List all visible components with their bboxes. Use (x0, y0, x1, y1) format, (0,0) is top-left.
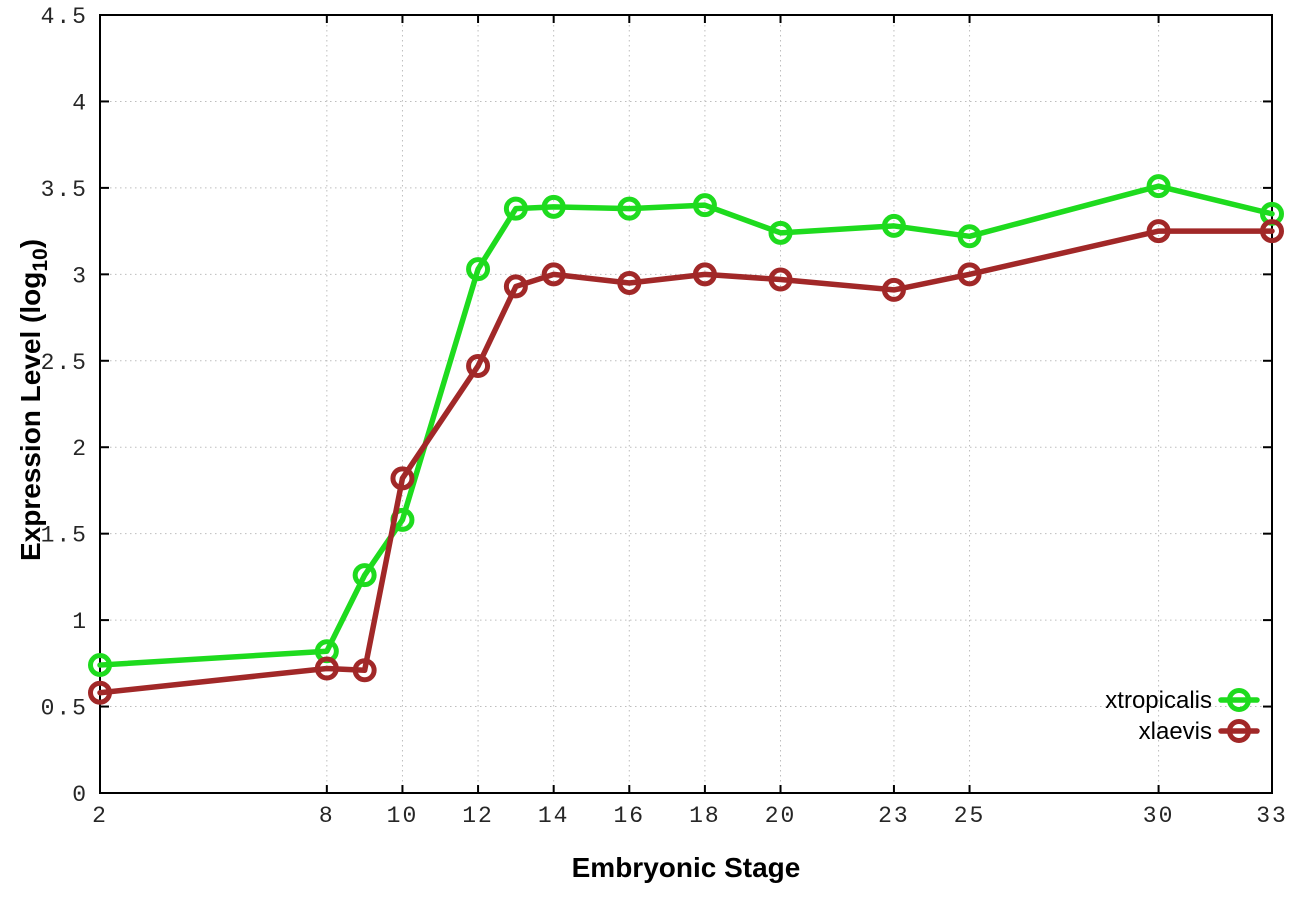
y-tick-label: 0.5 (41, 696, 88, 722)
data-point-xlaevis (768, 267, 793, 292)
x-tick-label: 16 (613, 803, 645, 829)
x-tick-label: 23 (878, 803, 910, 829)
data-point-xlaevis (881, 277, 906, 302)
data-point-xlaevis (390, 466, 415, 491)
y-tick-label: 0 (72, 782, 88, 808)
data-point-xtropicalis (692, 193, 717, 218)
data-point-xtropicalis (881, 213, 906, 238)
data-point-xlaevis (466, 353, 491, 378)
y-tick-label: 4.5 (41, 4, 88, 30)
data-point-xtropicalis (768, 220, 793, 245)
plot-border (99, 14, 1273, 794)
data-point-xlaevis (314, 656, 339, 681)
x-tick-label: 30 (1143, 803, 1175, 829)
data-point-xtropicalis (352, 563, 377, 588)
x-axis-title: Embryonic Stage (572, 852, 801, 883)
series-line-xtropicalis (97, 183, 1275, 668)
legend-label-xlaevis: xlaevis (1139, 718, 1212, 745)
y-tick-label: 3.5 (41, 177, 88, 203)
data-point-xlaevis (957, 262, 982, 287)
data-point-xlaevis (692, 262, 717, 287)
axis-layer: 2 8 10 12 14 16 18 20 23 25 30 33 0 0.5 1 1.5 2 2.5 3 3.5 4 4… (41, 4, 1288, 829)
y-tick-label: 2 (72, 436, 88, 462)
data-point-xlaevis (88, 680, 112, 705)
data-point-xtropicalis (957, 224, 982, 249)
series-line-xlaevis (97, 228, 1275, 696)
data-point-xtropicalis (617, 196, 642, 221)
y-tick-label: 2.5 (41, 350, 88, 376)
y-tick-label: 3 (72, 263, 88, 289)
data-point-xtropicalis (466, 257, 491, 282)
y-axis-title: Expression Level (log10) (15, 239, 52, 561)
data-point-xtropicalis (1146, 174, 1171, 199)
x-tick-label: 8 (319, 803, 335, 829)
x-tick-label: 33 (1256, 803, 1288, 829)
x-tick-label: 20 (765, 803, 797, 829)
legend-layer: xtropicalis xlaevis (1105, 687, 1260, 745)
y-tick-label: 1 (72, 609, 88, 635)
data-point-xlaevis (541, 262, 566, 287)
data-point-xlaevis (1260, 219, 1284, 244)
legend-marker-xtropicalis (1227, 688, 1251, 712)
data-point-xlaevis (503, 274, 528, 299)
x-tick-label: 10 (387, 803, 419, 829)
legend-marker-xlaevis (1227, 719, 1251, 743)
data-point-xlaevis (617, 270, 642, 295)
x-tick-label: 18 (689, 803, 721, 829)
y-tick-label: 1.5 (41, 523, 88, 549)
data-point-xtropicalis (541, 194, 566, 219)
data-point-xtropicalis (503, 196, 528, 221)
x-tick-label: 2 (92, 803, 108, 829)
x-tick-label: 14 (538, 803, 570, 829)
y-tick-label: 4 (72, 90, 88, 116)
legend-label-xtropicalis: xtropicalis (1105, 687, 1212, 714)
data-point-xlaevis (352, 658, 377, 683)
data-point-xtropicalis (88, 653, 112, 678)
x-tick-label: 12 (462, 803, 494, 829)
x-tick-label: 25 (954, 803, 986, 829)
data-point-xlaevis (1146, 219, 1171, 244)
series-layer (88, 174, 1284, 705)
